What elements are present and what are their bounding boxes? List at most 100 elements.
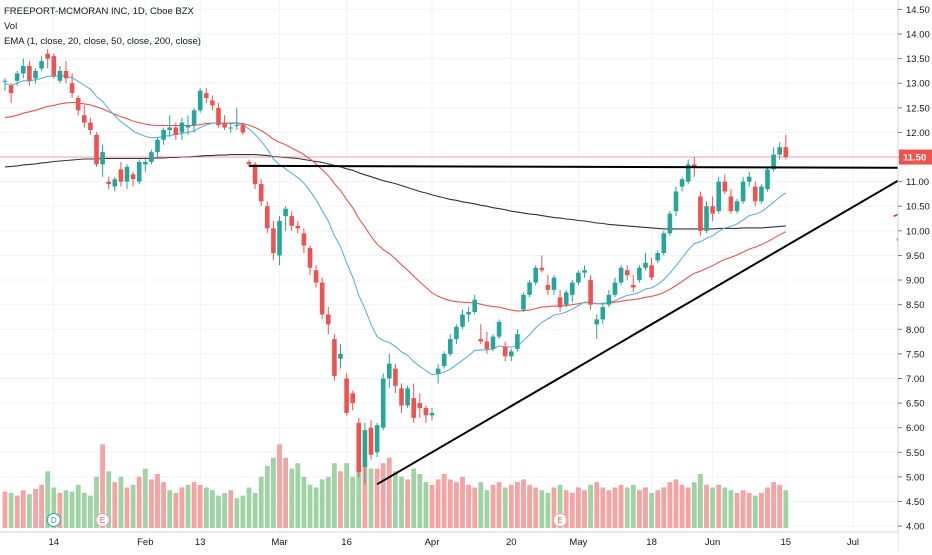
candle bbox=[484, 331, 490, 354]
grid-lines bbox=[0, 0, 898, 532]
volume-bar bbox=[258, 476, 264, 528]
price-axis[interactable]: 4.00 4.50 5.00 5.50 6.00 6.50 7.00 7.50 8.00 8.50… bbox=[897, 0, 932, 550]
event-marker[interactable]: E bbox=[553, 513, 568, 527]
ema-legend[interactable]: EMA (1, close, 20, close, 50, close, 200… bbox=[4, 36, 201, 47]
volume-bar bbox=[441, 474, 447, 528]
volume-bar bbox=[673, 479, 679, 528]
candle-body bbox=[563, 292, 569, 305]
candle bbox=[472, 294, 477, 315]
candle-body bbox=[405, 388, 410, 406]
candle-body bbox=[502, 346, 508, 357]
last-price-badge bbox=[899, 149, 932, 165]
volume-bar bbox=[722, 487, 728, 528]
candle-body bbox=[118, 169, 124, 182]
volume-bar bbox=[576, 487, 581, 528]
volume-bar bbox=[283, 457, 288, 528]
volume-bar bbox=[734, 492, 740, 528]
volume-bar bbox=[338, 471, 343, 528]
volume-bar bbox=[124, 487, 130, 528]
volume-bar bbox=[191, 482, 197, 528]
candle bbox=[130, 171, 136, 187]
candle bbox=[576, 270, 581, 285]
candle-body bbox=[326, 314, 331, 325]
candle bbox=[393, 363, 398, 394]
volume-legend[interactable]: Vol bbox=[4, 21, 18, 32]
candle bbox=[143, 157, 148, 172]
volume-bar bbox=[2, 491, 8, 528]
candle-body bbox=[661, 233, 667, 253]
time-axis[interactable]: 14Feb13Mar16Apr20May18Jun15Jul20 bbox=[0, 531, 932, 550]
candle bbox=[563, 289, 569, 308]
volume-bar bbox=[630, 484, 636, 528]
candle-body bbox=[252, 164, 258, 185]
candle-body bbox=[704, 206, 709, 231]
volume-bar bbox=[655, 490, 661, 528]
candle-body bbox=[124, 166, 130, 182]
candle-body bbox=[771, 154, 776, 170]
candle bbox=[204, 88, 209, 103]
candle bbox=[649, 257, 654, 281]
candle bbox=[454, 324, 459, 345]
candle-body bbox=[576, 272, 581, 283]
candle-body bbox=[765, 169, 770, 190]
volume-bar bbox=[332, 463, 337, 528]
volume-bar bbox=[185, 484, 191, 528]
volume-bar bbox=[447, 479, 453, 528]
candle bbox=[332, 334, 337, 381]
candle-body bbox=[557, 297, 563, 308]
volume-bar bbox=[81, 492, 87, 528]
candle bbox=[448, 334, 453, 357]
volume-bar bbox=[478, 482, 484, 528]
volume-bar bbox=[295, 463, 301, 528]
trendlines[interactable] bbox=[248, 164, 921, 486]
candle bbox=[124, 164, 130, 190]
symbol-title[interactable]: FREEPORT-MCMORAN INC, 1D, Cboe BZX bbox=[4, 6, 194, 17]
volume-bar bbox=[710, 487, 715, 528]
candle-body bbox=[588, 280, 593, 305]
candle-body bbox=[454, 326, 459, 340]
candle bbox=[136, 159, 142, 185]
volume-bar bbox=[771, 482, 776, 528]
candle-body bbox=[8, 85, 14, 94]
candle-body bbox=[472, 299, 477, 313]
candle-body bbox=[551, 277, 557, 290]
candle bbox=[246, 159, 252, 167]
candle-body bbox=[533, 267, 538, 283]
candle bbox=[655, 250, 660, 263]
volume-bar bbox=[374, 468, 380, 528]
candle-body bbox=[82, 115, 87, 123]
candle-body bbox=[618, 267, 624, 283]
event-marker[interactable]: D bbox=[46, 513, 61, 527]
candle-body bbox=[161, 129, 166, 140]
ema20-line bbox=[4, 75, 787, 376]
volume-bar bbox=[75, 484, 81, 528]
volume-bar bbox=[51, 487, 57, 528]
candle-body bbox=[606, 294, 612, 305]
time-axis-bg bbox=[0, 532, 898, 550]
volume-bar bbox=[698, 474, 703, 528]
candle-body bbox=[332, 339, 337, 377]
candle bbox=[765, 166, 770, 192]
candle bbox=[63, 61, 69, 84]
candle-body bbox=[222, 122, 227, 128]
price-tick-label: 13.50 bbox=[906, 54, 930, 65]
volume-bar bbox=[277, 444, 282, 528]
event-marker[interactable]: E bbox=[95, 513, 110, 527]
candle-body bbox=[277, 221, 282, 256]
volume-bar bbox=[130, 484, 136, 528]
candle-body bbox=[411, 398, 416, 418]
volume-bar bbox=[423, 482, 429, 528]
candle-body bbox=[759, 186, 764, 202]
volume-bar bbox=[246, 487, 252, 528]
candle bbox=[326, 307, 331, 335]
volume-bar bbox=[411, 468, 417, 528]
candle-body bbox=[399, 388, 404, 406]
volume-bar bbox=[94, 476, 99, 528]
candle bbox=[527, 280, 532, 298]
candle bbox=[582, 265, 587, 278]
candle bbox=[216, 102, 221, 128]
time-tick-label: Mar bbox=[271, 537, 287, 548]
